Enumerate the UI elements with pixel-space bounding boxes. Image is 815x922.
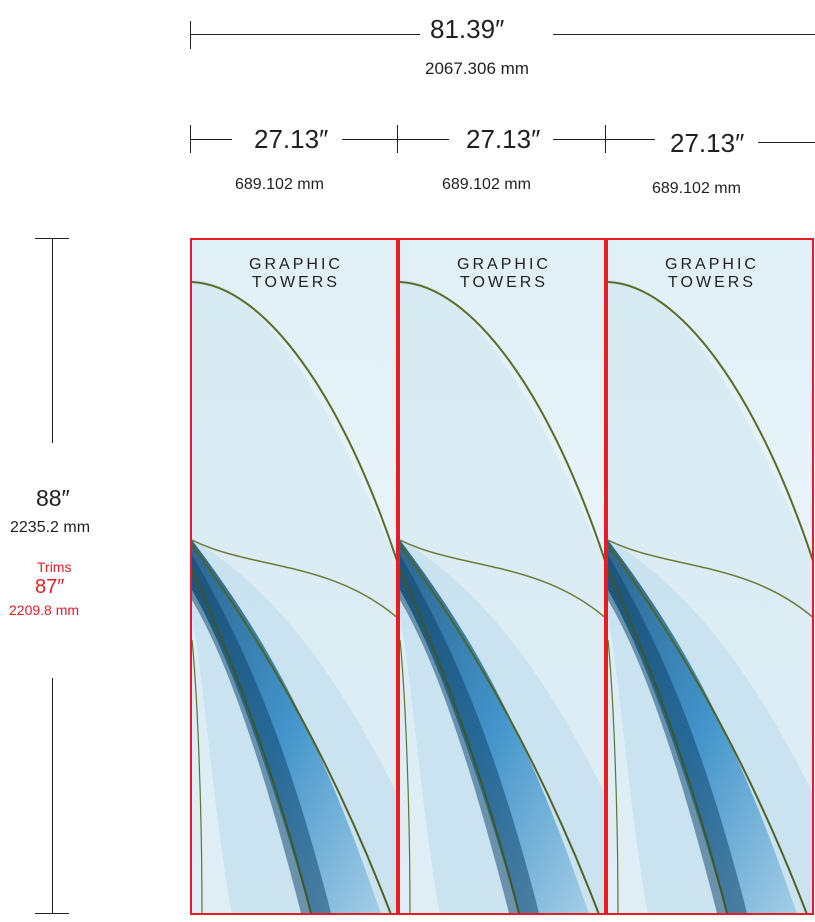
brand-logo-1: GRAPHIC TOWERS <box>192 256 396 292</box>
banner-panel-1: GRAPHIC TOWERS <box>190 238 398 915</box>
panel-2-width-inches: 27.13″ <box>466 124 541 154</box>
overall-width-left-tick <box>190 21 191 49</box>
brand-line2-3: TOWERS <box>668 273 756 291</box>
brand-line1-1: GRAPHIC <box>249 256 343 273</box>
panel-2-width-mm: 689.102 mm <box>442 176 531 193</box>
overall-width-line-right <box>553 34 815 35</box>
overall-width-line-left <box>190 34 420 35</box>
banner-artwork-1 <box>192 240 396 913</box>
height-inches: 88″ <box>36 485 70 511</box>
trims-mm: 2209.8 mm <box>9 602 80 618</box>
height-line-top <box>52 238 53 443</box>
height-mm: 2235.2 mm <box>10 519 91 536</box>
banner-panel-2: GRAPHIC TOWERS <box>398 238 606 915</box>
panel-1-width-mm: 689.102 mm <box>235 176 324 193</box>
panel-width-line-3b <box>758 142 815 143</box>
panel-width-line-2b <box>553 139 605 140</box>
panel-3-width-inches: 27.13″ <box>670 128 745 158</box>
panel-width-line-3a <box>605 139 655 140</box>
brand-line2-2: TOWERS <box>460 273 548 291</box>
brand-line2-1: TOWERS <box>252 273 340 291</box>
panel-3-width-mm: 689.102 mm <box>652 180 741 197</box>
panel-width-line-1a <box>190 139 232 140</box>
overall-width-mm: 2067.306 mm <box>425 59 529 78</box>
banner-panel-3: GRAPHIC TOWERS <box>606 238 814 915</box>
banner-artwork-3 <box>608 240 812 913</box>
overall-width-inches: 81.39″ <box>430 14 505 44</box>
height-bottom-tick <box>35 913 69 914</box>
banner-artwork-2 <box>400 240 604 913</box>
trims-inches: 87″ <box>35 576 65 598</box>
brand-logo-3: GRAPHIC TOWERS <box>608 256 812 292</box>
brand-line1-3: GRAPHIC <box>665 256 759 273</box>
panel-1-width-inches: 27.13″ <box>254 124 329 154</box>
brand-logo-2: GRAPHIC TOWERS <box>400 256 604 292</box>
height-line-bottom <box>52 678 53 914</box>
brand-line1-2: GRAPHIC <box>457 256 551 273</box>
panel-width-line-2a <box>397 139 449 140</box>
panel-width-line-1b <box>342 139 398 140</box>
trims-label: Trims <box>37 559 72 575</box>
